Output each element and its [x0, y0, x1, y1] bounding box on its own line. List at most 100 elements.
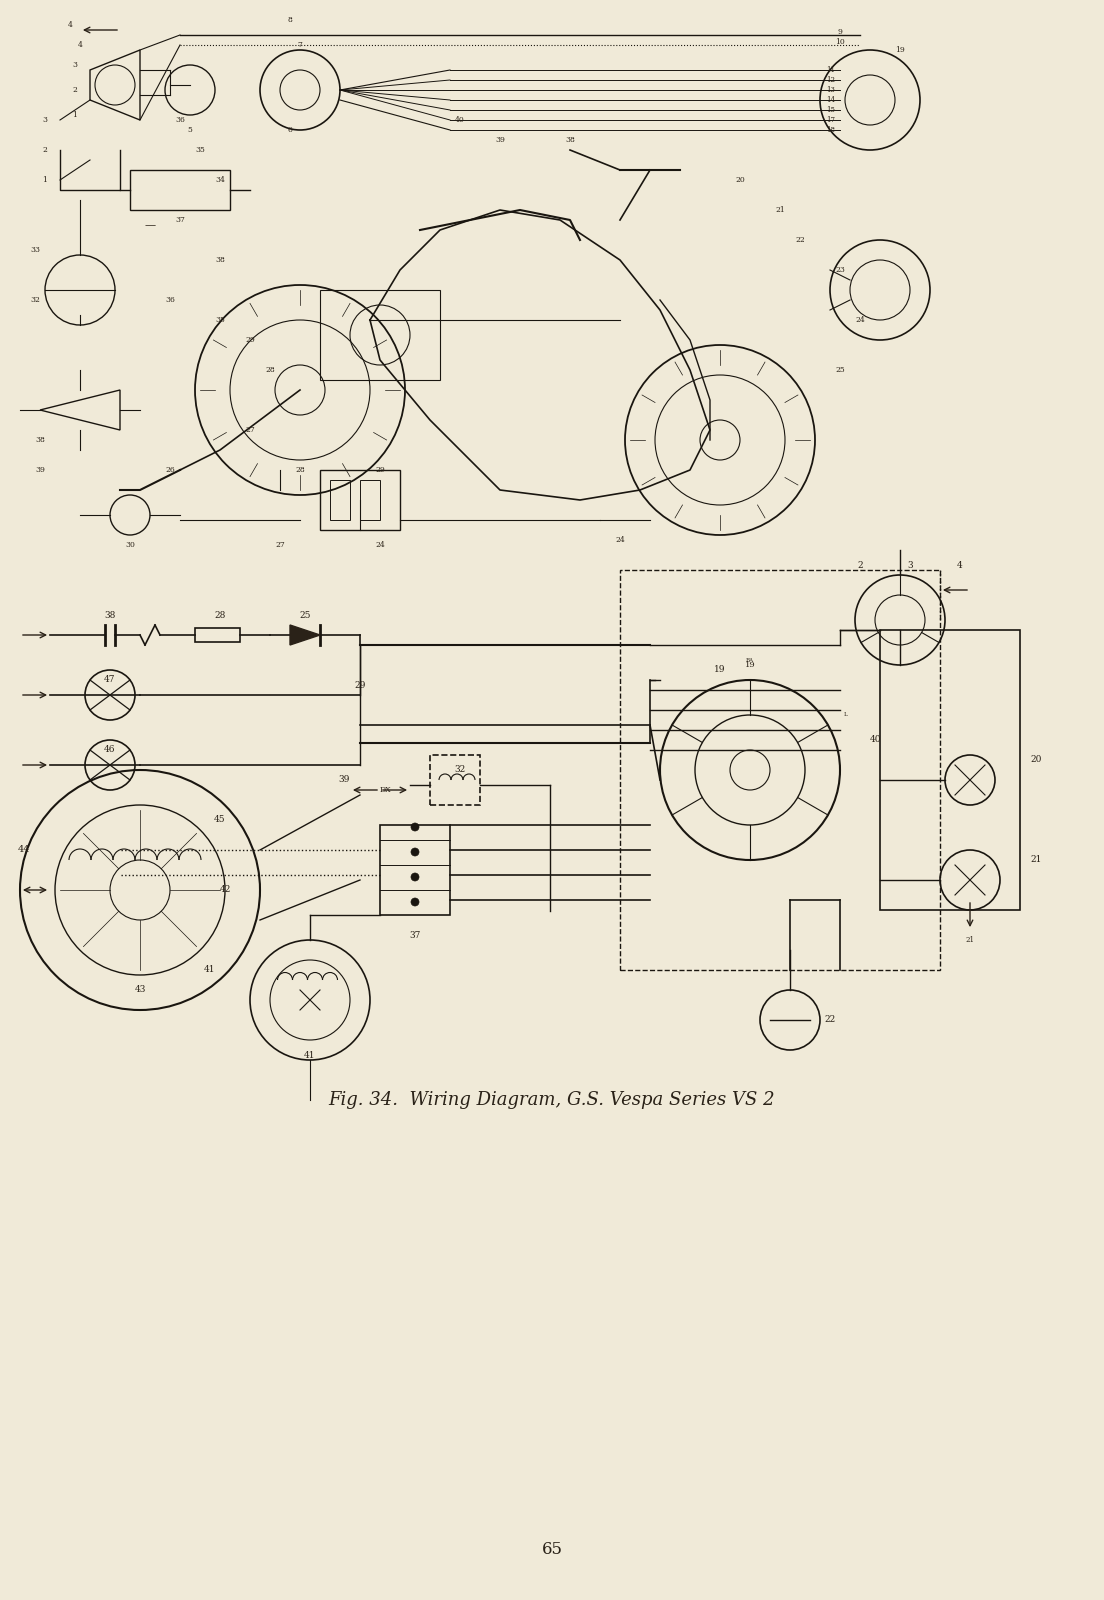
Bar	[130, 170, 230, 210]
Text: 27: 27	[275, 541, 285, 549]
Circle shape	[110, 861, 170, 920]
Text: 28: 28	[214, 611, 225, 619]
Text: 22: 22	[825, 1016, 836, 1024]
Text: 35: 35	[195, 146, 205, 154]
Circle shape	[411, 848, 420, 856]
Text: 24: 24	[615, 536, 625, 544]
Text: DX: DX	[380, 786, 391, 794]
Text: 29: 29	[375, 466, 385, 474]
Bar	[195, 627, 240, 642]
Text: 13: 13	[826, 86, 835, 94]
Text: 38: 38	[565, 136, 575, 144]
Text: 38: 38	[35, 435, 45, 443]
Text: 40: 40	[870, 736, 881, 744]
Text: BA: BA	[746, 658, 754, 662]
Text: 43: 43	[135, 986, 146, 995]
Text: 38: 38	[215, 256, 225, 264]
Text: 9: 9	[838, 27, 842, 35]
Text: 18: 18	[826, 126, 835, 134]
Text: 30: 30	[125, 541, 135, 549]
Text: 6: 6	[287, 126, 293, 134]
Text: 36: 36	[166, 296, 174, 304]
Text: L: L	[843, 712, 847, 717]
Text: 25: 25	[299, 611, 310, 619]
Text: 39: 39	[495, 136, 505, 144]
Bar	[380, 826, 450, 915]
Circle shape	[411, 874, 420, 882]
Text: 34: 34	[215, 176, 225, 184]
Text: 28: 28	[295, 466, 305, 474]
Text: 32: 32	[30, 296, 40, 304]
Text: 1: 1	[43, 176, 47, 184]
Text: 19: 19	[895, 46, 905, 54]
Text: 25: 25	[835, 366, 845, 374]
Text: 1: 1	[73, 110, 77, 118]
Text: 42: 42	[220, 885, 232, 894]
Bar	[880, 630, 1020, 910]
Text: 2: 2	[43, 146, 47, 154]
Text: 3: 3	[42, 117, 47, 125]
Text: 37: 37	[410, 931, 421, 939]
Text: 21: 21	[775, 206, 785, 214]
Text: 4: 4	[957, 560, 963, 570]
Text: 14: 14	[826, 96, 835, 104]
Text: 21: 21	[966, 936, 975, 944]
Text: 37: 37	[176, 216, 185, 224]
Bar	[429, 755, 480, 805]
Text: 10: 10	[835, 38, 845, 46]
Text: 28: 28	[265, 366, 275, 374]
Text: 3: 3	[907, 560, 913, 570]
Text: 44: 44	[18, 845, 30, 854]
Text: 20: 20	[735, 176, 745, 184]
Text: 26: 26	[166, 466, 174, 474]
Text: 2: 2	[73, 86, 77, 94]
Text: 17: 17	[826, 117, 835, 125]
Text: 45: 45	[214, 816, 226, 824]
Text: Fig. 34.  Wiring Diagram, G.S. Vespa Series VS 2: Fig. 34. Wiring Diagram, G.S. Vespa Seri…	[329, 1091, 775, 1109]
Text: 41: 41	[305, 1051, 316, 1059]
Circle shape	[411, 898, 420, 906]
Circle shape	[411, 822, 420, 830]
Text: 46: 46	[104, 746, 116, 755]
Text: 39: 39	[35, 466, 45, 474]
Text: 3: 3	[73, 61, 77, 69]
Text: 29: 29	[245, 336, 255, 344]
Text: 38: 38	[104, 611, 116, 619]
Circle shape	[730, 750, 769, 790]
Text: 41: 41	[204, 965, 215, 974]
Text: 29: 29	[354, 680, 365, 690]
Text: 2: 2	[857, 560, 863, 570]
Text: 32: 32	[455, 765, 466, 774]
Bar	[320, 470, 400, 530]
Text: 21: 21	[1030, 856, 1041, 864]
Text: 23: 23	[835, 266, 845, 274]
Polygon shape	[290, 626, 320, 645]
Text: 47: 47	[104, 675, 116, 685]
Text: 19: 19	[714, 666, 725, 675]
Text: 12: 12	[826, 75, 835, 83]
Text: 24: 24	[856, 317, 864, 323]
Bar	[620, 570, 940, 970]
Text: 15: 15	[826, 106, 835, 114]
Bar	[320, 290, 440, 379]
Text: 11: 11	[826, 66, 835, 74]
Text: 22: 22	[795, 235, 805, 243]
Text: 7: 7	[298, 42, 302, 50]
Text: 20: 20	[1030, 755, 1041, 765]
Text: 27: 27	[245, 426, 255, 434]
Text: 19: 19	[744, 661, 755, 669]
Text: 39: 39	[339, 776, 350, 784]
Text: —: —	[145, 219, 156, 230]
Text: 8: 8	[287, 16, 293, 24]
Bar	[330, 480, 350, 520]
Text: 4: 4	[77, 42, 83, 50]
Text: 5: 5	[188, 126, 192, 134]
Text: 24: 24	[375, 541, 385, 549]
Text: 40: 40	[455, 117, 465, 125]
Bar	[360, 480, 380, 520]
Text: 36: 36	[176, 117, 185, 125]
Text: 65: 65	[541, 1541, 563, 1558]
Text: 35: 35	[215, 317, 225, 323]
Text: 33: 33	[30, 246, 40, 254]
Text: 4: 4	[67, 21, 73, 29]
